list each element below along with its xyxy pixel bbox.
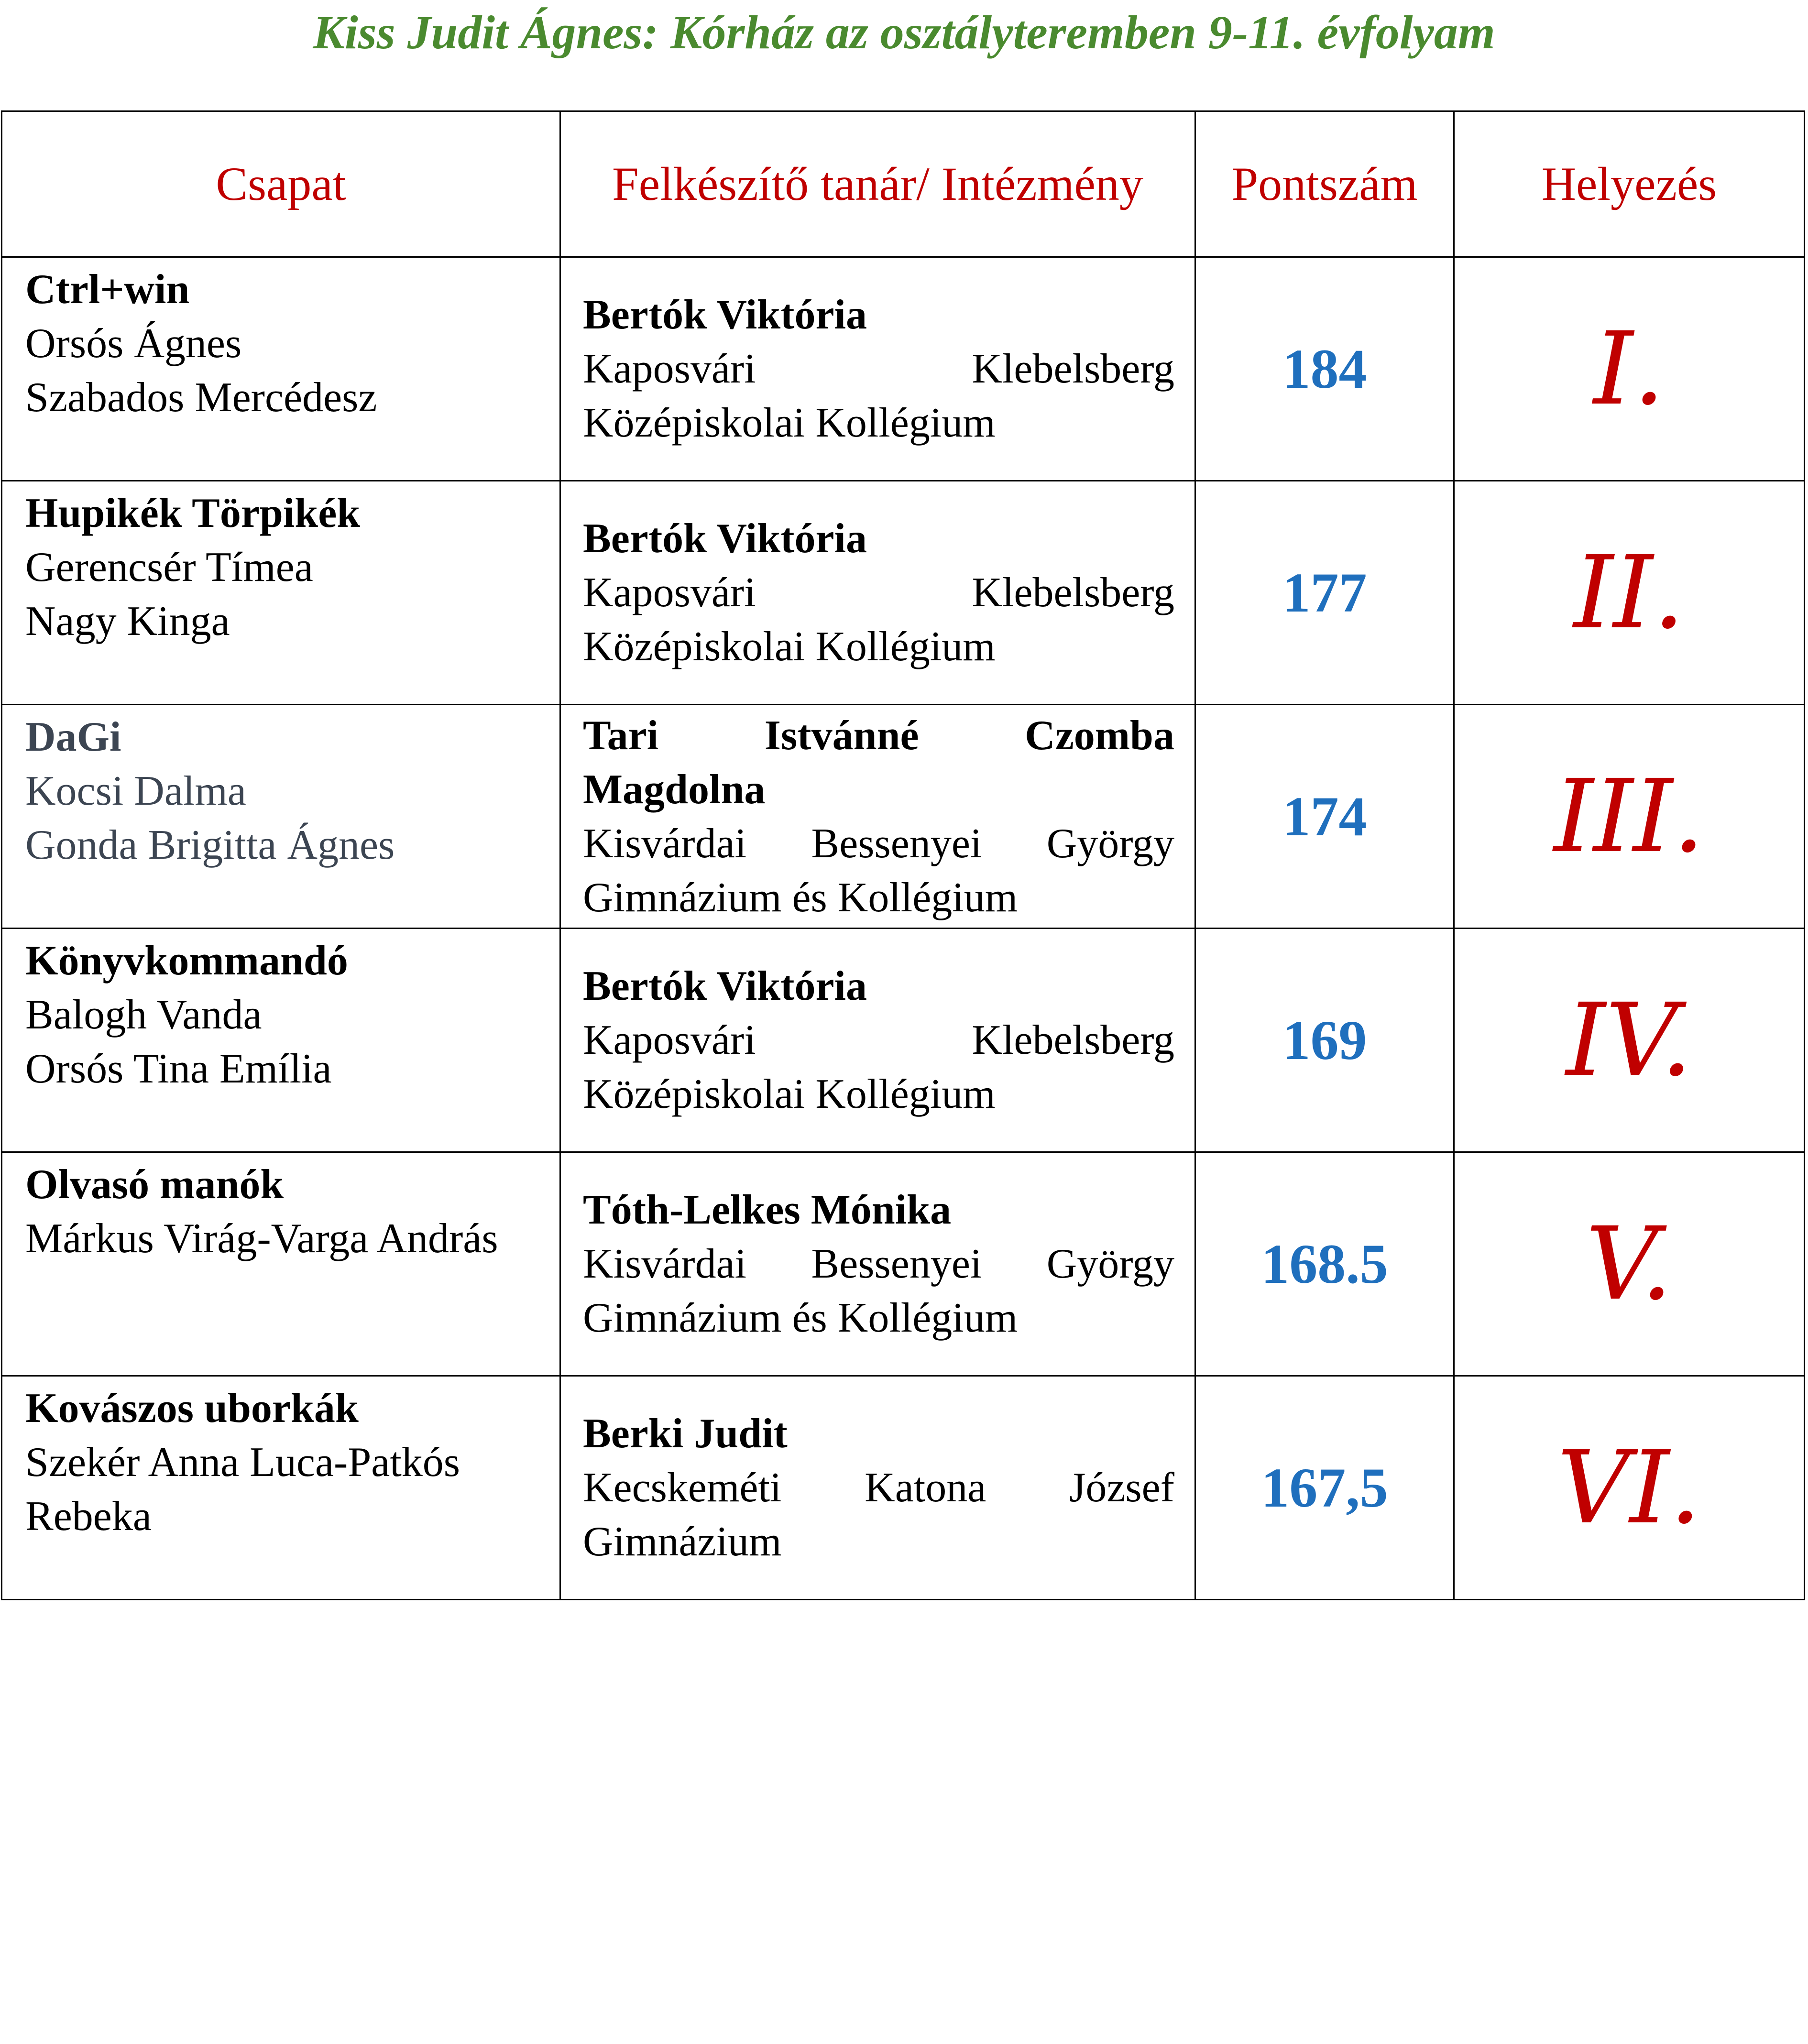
place: IV. [1453, 928, 1805, 1153]
teacher-name: Bertók Viktória [583, 963, 867, 1009]
team-name: Olvasó manók [25, 1161, 284, 1208]
teacher-name: Tóth-Lelkes Mónika [583, 1187, 952, 1233]
score: 167,5 [1194, 1375, 1455, 1600]
result-row: DaGi Kocsi Dalma Gonda Brigitta Ágnes Tari … [1, 704, 1805, 929]
institution: Kaposvári Klebelsberg Középiskolai Kollé… [583, 346, 1174, 446]
teacher-cell: Tóth-Lelkes Mónika Kisvárdai Bessenyei Gy… [559, 1151, 1196, 1377]
team-name: DaGi [25, 714, 121, 760]
teacher-cell: Berki Judit Kecskeméti Katona József Gimn… [559, 1375, 1196, 1600]
result-row: Kovászos uborkák Szekér Anna Luca-Patkós … [1, 1375, 1805, 1600]
place: V. [1453, 1151, 1805, 1377]
team-cell: Kovászos uborkák Szekér Anna Luca-Patkós … [1, 1375, 561, 1600]
team-member: Márkus Virág-Varga András [25, 1215, 498, 1262]
teacher-cell: Bertók Viktória Kaposvári Klebelsberg Köz… [559, 480, 1196, 705]
score: 174 [1194, 704, 1455, 929]
column-header: Felkészítő tanár/ Intézmény [559, 110, 1196, 258]
result-row: Ctrl+win Orsós Ágnes Szabados Mercédesz Ber… [1, 256, 1805, 481]
institution: Kecskeméti Katona József Gimnázium [583, 1465, 1174, 1565]
team-member: Gonda Brigitta Ágnes [25, 822, 395, 868]
place: II. [1453, 480, 1805, 705]
result-row: Olvasó manók Márkus Virág-Varga András Tót… [1, 1151, 1805, 1377]
place: III. [1453, 704, 1805, 929]
team-member: Szabados Mercédesz [25, 374, 377, 421]
team-member: Orsós Tina Emília [25, 1046, 332, 1092]
team-name: Hupikék Törpikék [25, 490, 361, 536]
team-name: Könyvkommandó [25, 938, 348, 984]
institution: Kaposvári Klebelsberg Középiskolai Kollé… [583, 1017, 1174, 1117]
result-row: Könyvkommandó Balogh Vanda Orsós Tina Emíl… [1, 928, 1805, 1153]
teacher-name: Tari Istvánné Czomba Magdolna [583, 712, 1174, 813]
score: 177 [1194, 480, 1455, 705]
team-cell: Olvasó manók Márkus Virág-Varga András [1, 1151, 561, 1377]
results-table: Csapat Felkészítő tanár/ Intézmény Pontszá… [1, 110, 1805, 1600]
institution: Kisvárdai Bessenyei György Gimnázium és … [583, 820, 1174, 921]
team-member: Gerencsér Tímea [25, 544, 313, 590]
team-cell: DaGi Kocsi Dalma Gonda Brigitta Ágnes [1, 704, 561, 929]
team-member: Nagy Kinga [25, 598, 230, 645]
team-name: Ctrl+win [25, 266, 190, 313]
institution: Kaposvári Klebelsberg Középiskolai Kollé… [583, 569, 1174, 670]
team-member: Szekér Anna Luca-Patkós Rebeka [25, 1439, 460, 1540]
team-cell: Könyvkommandó Balogh Vanda Orsós Tina Emíl… [1, 928, 561, 1153]
column-header: Helyezés [1453, 110, 1805, 258]
institution: Kisvárdai Bessenyei György Gimnázium és … [583, 1241, 1174, 1341]
team-cell: Hupikék Törpikék Gerencsér Tímea Nagy King… [1, 480, 561, 705]
table-body: Ctrl+win Orsós Ágnes Szabados Mercédesz Ber… [1, 256, 1805, 1600]
column-header: Pontszám [1194, 110, 1455, 258]
team-cell: Ctrl+win Orsós Ágnes Szabados Mercédesz [1, 256, 561, 481]
team-name: Kovászos uborkák [25, 1385, 359, 1432]
score: 184 [1194, 256, 1455, 481]
team-member: Kocsi Dalma [25, 768, 246, 814]
place: VI. [1453, 1375, 1805, 1600]
team-member: Balogh Vanda [25, 992, 262, 1038]
teacher-cell: Bertók Viktória Kaposvári Klebelsberg Köz… [559, 928, 1196, 1153]
page-title: Kiss Judit Ágnes: Kórház az osztályterem… [313, 6, 1495, 59]
score: 168.5 [1194, 1151, 1455, 1377]
result-row: Hupikék Törpikék Gerencsér Tímea Nagy King… [1, 480, 1805, 705]
team-member: Orsós Ágnes [25, 320, 242, 367]
header-row: Csapat Felkészítő tanár/ Intézmény Pontszá… [1, 110, 1805, 258]
teacher-cell: Tari Istvánné Czomba Magdolna Kisvárdai B… [559, 704, 1196, 929]
teacher-name: Bertók Viktória [583, 292, 867, 338]
teacher-name: Berki Judit [583, 1410, 788, 1457]
column-header: Csapat [1, 110, 561, 258]
teacher-cell: Bertók Viktória Kaposvári Klebelsberg Köz… [559, 256, 1196, 481]
score: 169 [1194, 928, 1455, 1153]
place: I. [1453, 256, 1805, 481]
teacher-name: Bertók Viktória [583, 515, 867, 562]
